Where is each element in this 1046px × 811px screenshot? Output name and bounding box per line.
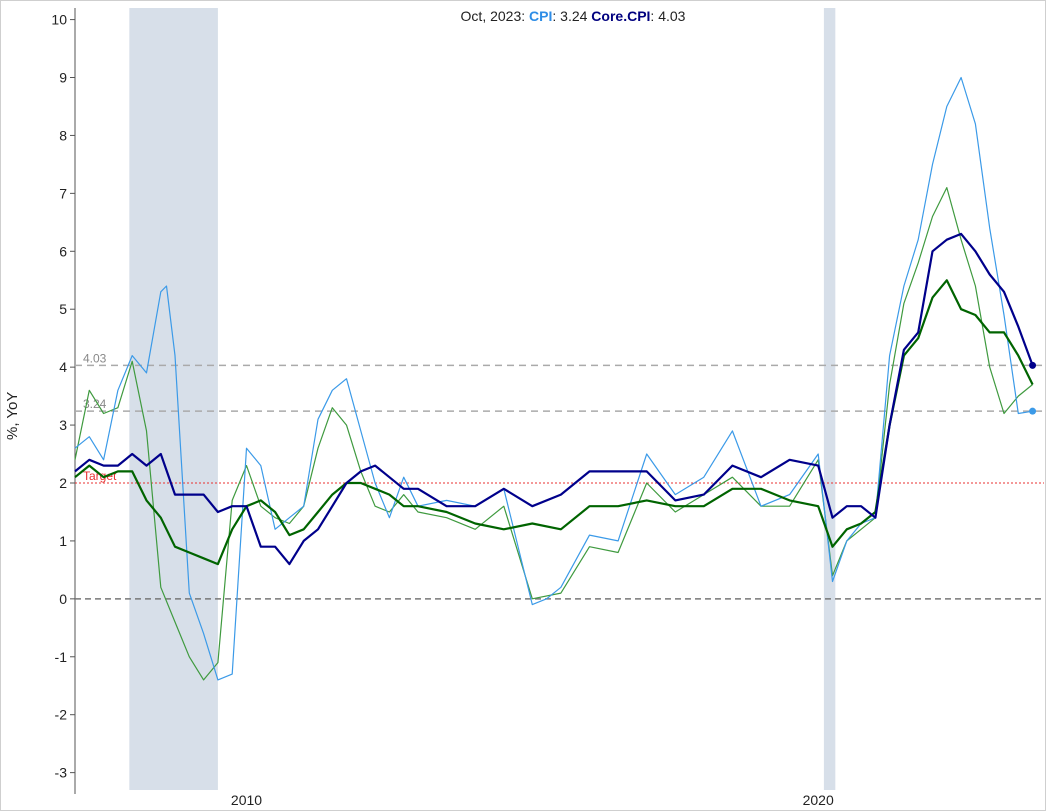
y-tick-label: 9: [59, 70, 67, 86]
y-tick-label: 3: [59, 417, 67, 433]
y-tick-label: -2: [55, 707, 68, 723]
y-axis-label: %, YoY: [4, 391, 21, 440]
legend-core-name: Core.CPI: [591, 8, 651, 24]
y-tick-label: 1: [59, 533, 67, 549]
x-tick-label: 2010: [231, 792, 262, 808]
y-tick-label: 2: [59, 475, 67, 491]
y-tick-label: -3: [55, 765, 68, 781]
reference-line-label: 4.03: [83, 351, 107, 365]
y-tick-label: 8: [59, 127, 67, 143]
legend-core-value: 4.03: [658, 8, 686, 24]
series-end-point: [1029, 361, 1037, 369]
y-tick-label: -1: [55, 649, 68, 665]
x-tick-label: 2020: [803, 792, 834, 808]
chart-hover-legend: Oct, 2023: CPI: 3.24 Core.CPI: 4.03: [460, 8, 686, 24]
series-end-point: [1029, 407, 1037, 415]
recession-band: [129, 8, 218, 790]
y-tick-label: 0: [59, 591, 67, 607]
y-tick-label: 7: [59, 185, 67, 201]
legend-date: Oct, 2023: [460, 8, 522, 24]
legend-cpi-name: CPI: [529, 8, 553, 24]
series-line: [74, 187, 1033, 681]
reference-line-label: 3.24: [83, 397, 107, 411]
y-tick-label: 5: [59, 301, 67, 317]
y-tick-label: 10: [51, 12, 67, 28]
series-line: [74, 76, 1033, 681]
series-line: [74, 279, 1034, 566]
target-label: Target: [83, 469, 117, 483]
y-tick-label: 6: [59, 243, 67, 259]
series-line: [74, 232, 1034, 566]
y-tick-label: 4: [59, 359, 67, 375]
legend-cpi-value: 3.24: [560, 8, 588, 24]
recession-band: [823, 8, 836, 790]
